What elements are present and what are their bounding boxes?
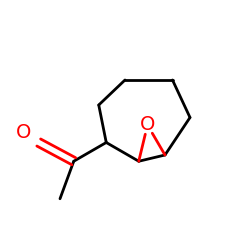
Text: O: O	[16, 123, 32, 142]
Text: O: O	[140, 116, 155, 134]
